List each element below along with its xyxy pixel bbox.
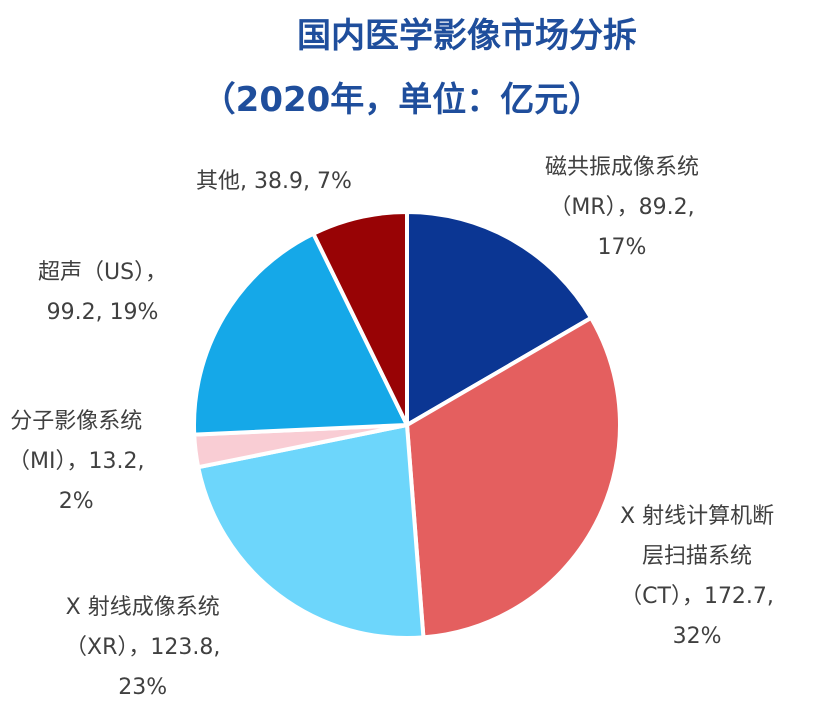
chart-title-line2: （2020年，单位：亿元） bbox=[201, 80, 603, 120]
label-mi-line3: 2% bbox=[58, 489, 94, 514]
label-xr: X 射线成像系统 （XR），123.8, 23% bbox=[65, 588, 220, 708]
label-mr-line3: 17% bbox=[597, 235, 647, 260]
label-ct-line1: X 射线计算机断 bbox=[620, 504, 775, 529]
label-us-line2: 99.2, 19% bbox=[46, 300, 159, 325]
label-mi-line2: （MI），13.2, bbox=[8, 449, 145, 474]
label-mr: 磁共振成像系统 （MR），89.2, 17% bbox=[545, 148, 699, 268]
label-other: 其他, 38.9, 7% bbox=[196, 162, 352, 202]
label-ct-line2: 层扫描系统 bbox=[642, 544, 753, 569]
label-ct-line4: 32% bbox=[672, 624, 722, 649]
label-xr-line3: 23% bbox=[118, 675, 168, 700]
label-mr-line2: （MR），89.2, bbox=[549, 195, 695, 220]
pie-slice-other bbox=[311, 210, 409, 427]
pie-slice-mr bbox=[405, 210, 594, 427]
chart-title-line1: 国内医学影像市场分拆 bbox=[297, 16, 637, 56]
label-xr-line1: X 射线成像系统 bbox=[65, 595, 220, 620]
label-us-line1: 超声（US）， bbox=[38, 260, 168, 285]
label-ct: X 射线计算机断 层扫描系统 （CT），172.7, 32% bbox=[620, 497, 774, 657]
label-xr-line2: （XR），123.8, bbox=[65, 635, 221, 660]
label-mi-line1: 分子影像系统 bbox=[10, 409, 143, 434]
label-us: 超声（US）， 99.2, 19% bbox=[38, 253, 167, 333]
label-mi: 分子影像系统 （MI），13.2, 2% bbox=[8, 402, 144, 522]
pie-slice-ct bbox=[405, 315, 622, 640]
label-ct-line3: （CT），172.7, bbox=[620, 584, 774, 609]
pie-slice-us bbox=[192, 231, 409, 437]
label-mr-line1: 磁共振成像系统 bbox=[545, 155, 700, 180]
pie-slice-xr bbox=[196, 423, 426, 640]
label-other-line1: 其他, 38.9, 7% bbox=[196, 169, 352, 194]
